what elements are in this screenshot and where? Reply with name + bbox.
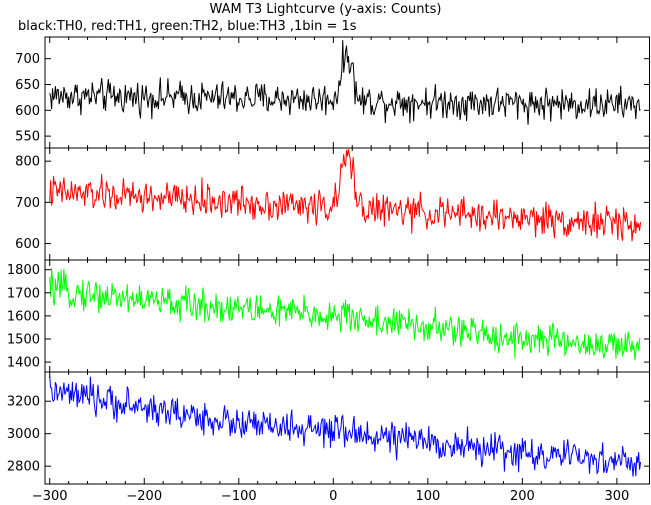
x-axis: −300 −200 −100 0 100 200 300 [32,489,629,504]
panel-th2: 1400 1500 1600 1700 1800 [7,259,650,373]
y-tick-label: 700 [15,52,40,67]
y-tick-label: 1700 [7,286,40,301]
y-tick-label: 3000 [7,427,40,442]
x-tick-label: 200 [510,489,535,504]
y-tick-label: 600 [15,104,40,119]
x-tick-label: 300 [605,489,630,504]
y-tick-label: 800 [15,155,40,170]
y-tick-label: 1400 [7,356,40,371]
chart-subtitle: black:TH0, red:TH1, green:TH2, blue:TH3 … [18,19,357,34]
panel-th3: 2800 3000 3200 [7,371,650,485]
series-line-th2 [49,268,641,361]
x-tick-label: 0 [329,489,337,504]
y-tick-label: 1800 [7,263,40,278]
series-line-th0 [49,40,641,125]
y-tick-label: 2800 [7,460,40,475]
y-tick-label: 700 [15,196,40,211]
x-tick-label: −300 [32,489,68,504]
x-tick-label: −100 [221,489,257,504]
x-tick-label: 100 [415,489,440,504]
x-tick-label: −200 [126,489,162,504]
panel-frame [44,147,650,261]
series-line-th3 [49,376,642,477]
panel-th1: 600 700 800 [15,147,650,261]
series-line-th1 [49,149,642,242]
y-tick-label: 1600 [7,309,40,324]
y-tick-label: 1500 [7,332,40,347]
panels: 550 600 650 700 600 700 800 1400 1500 1600 1700 180… [7,36,650,485]
panel-th0: 550 600 650 700 [15,36,650,149]
chart-title: WAM T3 Lightcurve (y-axis: Counts) [209,2,442,17]
y-tick-label: 650 [15,78,40,93]
panel-frame [44,371,650,485]
y-tick-label: 3200 [7,395,40,410]
y-tick-label: 550 [15,130,40,145]
y-tick-label: 600 [15,237,40,252]
